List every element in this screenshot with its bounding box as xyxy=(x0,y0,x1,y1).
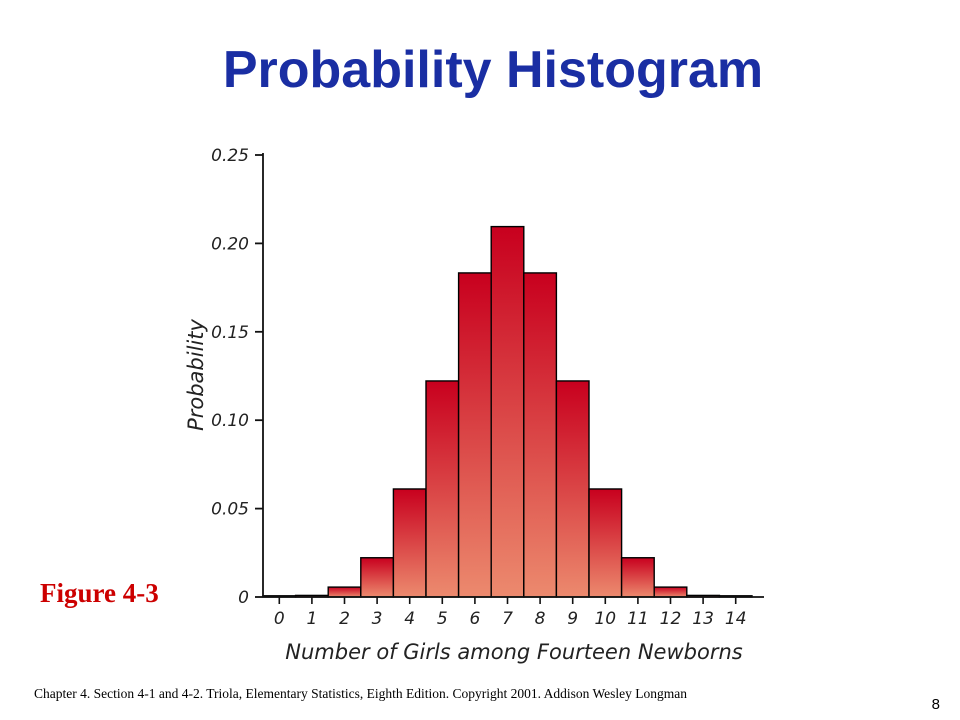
y-tick-label: 0.10 xyxy=(211,411,249,431)
x-tick-label: 12 xyxy=(660,609,682,629)
x-tick-label: 3 xyxy=(372,609,383,629)
y-tick-label: 0.20 xyxy=(211,234,249,254)
x-tick-label: 6 xyxy=(469,609,480,629)
x-axis-title: Number of Girls among Fourteen Newborns xyxy=(285,640,742,664)
x-tick-label: 13 xyxy=(692,609,714,629)
y-tick-label: 0.05 xyxy=(211,500,249,520)
x-tick-label: 7 xyxy=(502,609,513,629)
histogram-bar-7 xyxy=(490,225,525,598)
x-tick-label: 10 xyxy=(594,609,616,629)
x-tick-label: 11 xyxy=(627,609,649,629)
x-tick-label: 9 xyxy=(567,609,578,629)
chart-tick-labels: 00.050.100.150.200.250 1 2 3 4 5 6 7 8 9 10 11 12 13 1… xyxy=(211,146,746,629)
histogram-bar-5 xyxy=(425,380,460,598)
footer-citation: Chapter 4. Section 4-1 and 4-2. Triola, … xyxy=(34,686,687,701)
y-axis-title: Probability xyxy=(184,319,208,431)
x-tick-label: 8 xyxy=(535,609,546,629)
histogram-bar-8 xyxy=(523,272,558,598)
slide-title: Probability Histogram xyxy=(222,41,764,99)
y-tick-label: 0 xyxy=(238,588,249,608)
x-tick-label: 2 xyxy=(339,609,350,629)
page-number: 8 xyxy=(931,696,940,713)
x-tick-label: 0 xyxy=(274,609,285,629)
histogram-bar-10 xyxy=(588,488,623,598)
histogram-bar-3 xyxy=(360,557,395,598)
histogram-bar-11 xyxy=(620,557,655,598)
histogram-bar-4 xyxy=(392,488,427,598)
histogram-bar-9 xyxy=(555,380,590,598)
histogram-bar-2 xyxy=(327,586,362,598)
x-tick-label: 4 xyxy=(404,609,415,629)
histogram-bar-6 xyxy=(457,272,492,598)
x-tick-label: 1 xyxy=(306,609,317,629)
chart-axes xyxy=(255,153,764,604)
histogram-bars xyxy=(262,225,753,598)
x-tick-label: 14 xyxy=(725,609,747,629)
x-tick-label: 5 xyxy=(437,609,448,629)
y-tick-label: 0.25 xyxy=(211,146,249,166)
figure-label: Figure 4-3 xyxy=(40,578,159,608)
histogram-bar-12 xyxy=(653,586,688,598)
y-tick-label: 0.15 xyxy=(211,323,249,343)
